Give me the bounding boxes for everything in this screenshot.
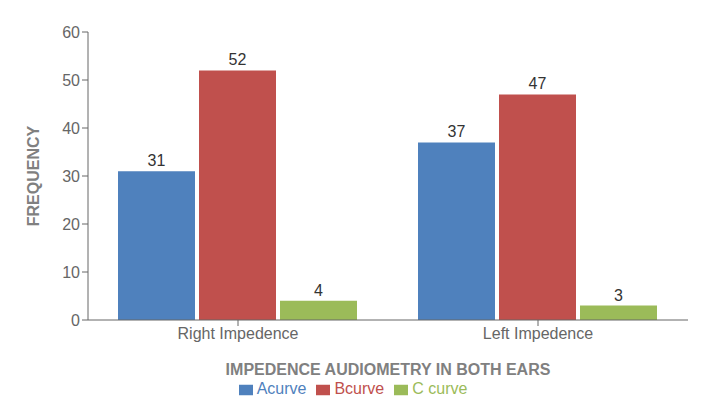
svg-text:FREQUENCY: FREQUENCY (25, 125, 42, 226)
svg-text:20: 20 (62, 216, 80, 233)
svg-text:4: 4 (314, 282, 323, 299)
svg-text:0: 0 (71, 312, 80, 329)
svg-text:37: 37 (448, 123, 466, 140)
svg-text:40: 40 (62, 120, 80, 137)
svg-text:30: 30 (62, 168, 80, 185)
svg-text:Right Impedence: Right Impedence (178, 325, 299, 342)
svg-text:31: 31 (148, 152, 166, 169)
svg-text:50: 50 (62, 72, 80, 89)
svg-text:47: 47 (529, 75, 547, 92)
html-text:Acurve: Acurve (256, 380, 307, 397)
html-text:Bcurve: Bcurve (334, 380, 385, 397)
svg-text:Left Impedence: Left Impedence (483, 325, 593, 342)
svg-text:3: 3 (614, 287, 623, 304)
svg-text:60: 60 (62, 24, 80, 41)
svg-text:52: 52 (229, 51, 247, 68)
svg-text:10: 10 (62, 264, 80, 281)
svg-text:IMPEDENCE AUDIOMETRY IN BOTH E: IMPEDENCE AUDIOMETRY IN BOTH EARS (226, 361, 551, 378)
html-text:C curve: C curve (412, 380, 468, 397)
